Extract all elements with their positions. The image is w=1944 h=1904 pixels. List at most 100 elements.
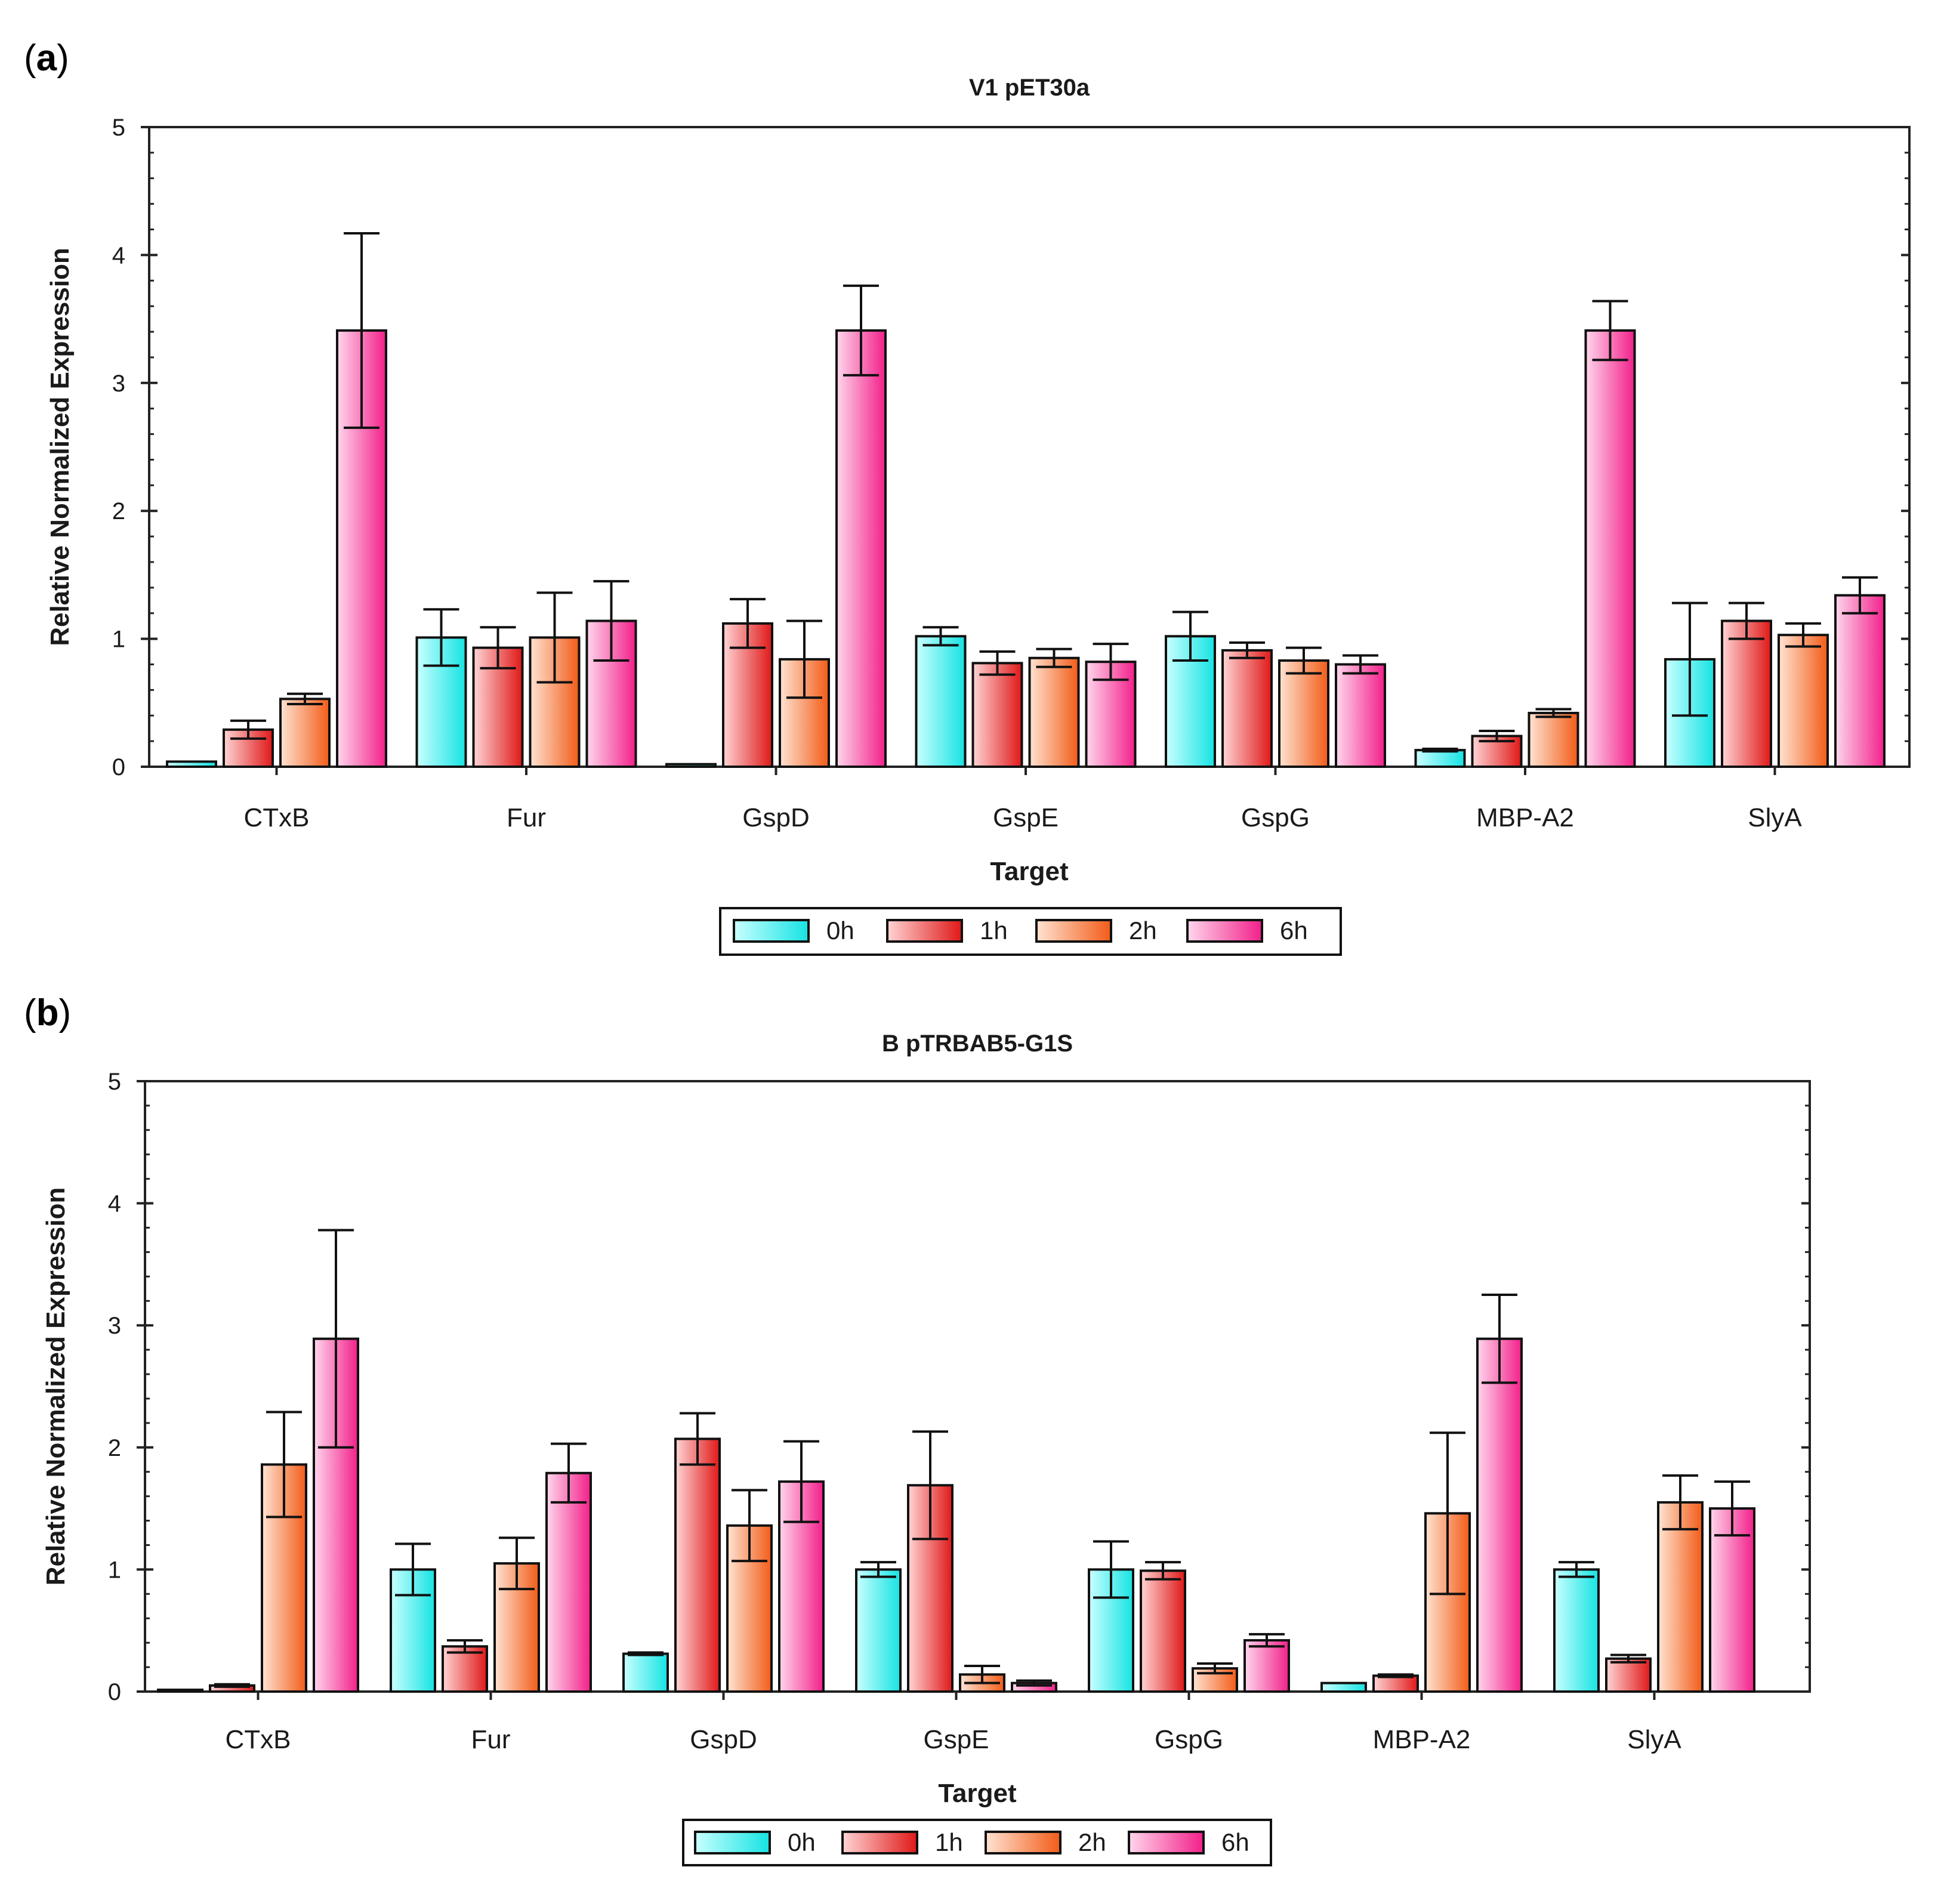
error-bar-mbp-a2-6h bbox=[1482, 1294, 1517, 1384]
bars bbox=[166, 232, 1886, 769]
bar-gspd-0h bbox=[622, 1652, 669, 1693]
bar-gspd-0h bbox=[665, 763, 717, 769]
legend-label-0h: 0h bbox=[788, 1828, 816, 1856]
legend-label-1h: 1h bbox=[935, 1828, 963, 1856]
legend-label-2h: 2h bbox=[1129, 916, 1157, 945]
legend-item-2h: 2h bbox=[1035, 916, 1157, 945]
bar-gspg-6h bbox=[1243, 1639, 1290, 1693]
error-bar-ctxb-6h bbox=[344, 232, 379, 429]
error-bar-gspe-1h bbox=[912, 1430, 948, 1541]
error-bar-gspd-0h bbox=[628, 1651, 664, 1656]
panel-b: (b) B pTRBAB5-G1S 0 1 2 3 4 5 Relative Normalize… bbox=[24, 992, 1811, 1866]
panel-letter-close-paren: ) bbox=[57, 38, 69, 79]
y-tick-label: 5 bbox=[108, 1069, 121, 1095]
category-label-gspg: GspG bbox=[1241, 803, 1310, 832]
bars bbox=[157, 1229, 1755, 1693]
error-bar-slya-1h bbox=[1729, 601, 1764, 640]
bar-ctxb-0h bbox=[157, 1689, 203, 1693]
legend-label-6h: 6h bbox=[1221, 1828, 1249, 1856]
bar-mbp-a2-0h bbox=[1414, 749, 1466, 769]
legend-label-1h: 1h bbox=[980, 916, 1008, 945]
error-bar-fur-0h bbox=[423, 608, 459, 667]
bar-slya-2h bbox=[1657, 1501, 1704, 1693]
category-label-ctxb: CTxB bbox=[244, 803, 310, 832]
panel-letter-close-paren: ) bbox=[59, 992, 72, 1033]
bar-gspd-6h bbox=[835, 329, 887, 768]
category-label-gspg: GspG bbox=[1155, 1725, 1223, 1754]
y-axis: 0 1 2 3 4 5 bbox=[108, 1069, 1810, 1705]
error-bar-fur-2h bbox=[499, 1536, 535, 1591]
error-bar-ctxb-6h bbox=[318, 1229, 354, 1449]
error-bar-gspe-0h bbox=[860, 1561, 896, 1578]
bar-ctxb-2h bbox=[279, 698, 331, 769]
chart-title: B pTRBAB5-G1S bbox=[882, 1030, 1073, 1057]
legend-swatch-0h bbox=[733, 919, 810, 943]
bar-fur-1h bbox=[442, 1645, 488, 1693]
error-bar-gspe-2h bbox=[964, 1665, 1000, 1684]
legend-label-0h: 0h bbox=[826, 916, 854, 945]
legend-item-6h: 6h bbox=[1128, 1828, 1249, 1856]
bar-mbp-a2-2h bbox=[1528, 711, 1579, 769]
legend-swatch-1h bbox=[841, 1831, 918, 1854]
panel-letter: (b) bbox=[24, 992, 71, 1033]
error-bar-ctxb-2h bbox=[266, 1411, 302, 1519]
error-bar-fur-2h bbox=[536, 591, 573, 684]
legend-item-1h: 1h bbox=[886, 916, 1008, 945]
y-axis-label: Relative Normalized Expression bbox=[45, 248, 75, 646]
y-tick-label: 1 bbox=[108, 1557, 121, 1583]
bar-gspg-2h bbox=[1278, 659, 1329, 768]
y-tick-label: 3 bbox=[112, 371, 125, 397]
error-bar-ctxb-2h bbox=[287, 692, 323, 705]
legend-item-1h: 1h bbox=[841, 1828, 963, 1856]
bar-slya-6h bbox=[1834, 594, 1886, 768]
error-bar-gspe-0h bbox=[922, 626, 959, 647]
y-tick-label: 4 bbox=[108, 1191, 121, 1217]
y-tick-label: 0 bbox=[108, 1679, 121, 1705]
x-axis-label: Target bbox=[990, 857, 1069, 886]
bar-fur-6h bbox=[545, 1471, 592, 1693]
legend-item-0h: 0h bbox=[694, 1828, 816, 1856]
category-label-slya: SlyA bbox=[1748, 803, 1802, 832]
y-tick-label: 2 bbox=[108, 1435, 121, 1461]
error-bar-fur-6h bbox=[551, 1442, 587, 1504]
error-bar-slya-2h bbox=[1662, 1474, 1698, 1530]
legend-swatch-6h bbox=[1128, 1831, 1205, 1854]
bar-slya-0h bbox=[1553, 1568, 1600, 1693]
category-label-gspd: GspD bbox=[742, 803, 809, 832]
legend-swatch-6h bbox=[1186, 919, 1263, 943]
error-bar-ctxb-1h bbox=[230, 719, 266, 740]
y-tick-label: 1 bbox=[112, 627, 125, 653]
category-label-fur: Fur bbox=[507, 803, 546, 832]
bar-mbp-a2-6h bbox=[1476, 1337, 1523, 1693]
error-bar-slya-6h bbox=[1842, 576, 1878, 615]
error-bar-slya-2h bbox=[1785, 622, 1821, 648]
bar-gspe-2h bbox=[1028, 656, 1080, 769]
error-bar-slya-0h bbox=[1559, 1561, 1594, 1578]
category-label-gspe: GspE bbox=[993, 803, 1059, 832]
error-bar-gspd-1h bbox=[680, 1412, 715, 1466]
error-bar-ctxb-1h bbox=[214, 1683, 250, 1688]
legend-swatch-2h bbox=[985, 1831, 1062, 1854]
error-bar-mbp-a2-1h bbox=[1378, 1673, 1414, 1678]
legend-swatch-1h bbox=[886, 919, 963, 943]
legend-label-6h: 6h bbox=[1280, 916, 1308, 945]
error-bar-mbp-a2-1h bbox=[1479, 729, 1515, 743]
bar-gspd-1h bbox=[674, 1437, 721, 1693]
error-bar-gspe-6h bbox=[1093, 643, 1129, 681]
error-bar-gspg-2h bbox=[1286, 646, 1322, 675]
error-bar-mbp-a2-2h bbox=[1430, 1431, 1465, 1596]
error-bar-gspg-0h bbox=[1172, 610, 1208, 662]
bar-slya-1h bbox=[1721, 619, 1772, 768]
legend-swatch-0h bbox=[694, 1831, 771, 1854]
y-axis: 0 1 2 3 4 5 bbox=[112, 115, 1909, 780]
error-bar-gspg-6h bbox=[1343, 654, 1378, 675]
bar-gspe-0h bbox=[855, 1568, 902, 1693]
x-axis-label: Target bbox=[938, 1779, 1017, 1808]
y-tick-label: 3 bbox=[108, 1313, 121, 1339]
panel-letter-char: a bbox=[36, 38, 57, 79]
error-bar-gspg-2h bbox=[1197, 1662, 1233, 1675]
error-bar-gspd-2h bbox=[786, 619, 822, 699]
category-label-mbp-a2: MBP-A2 bbox=[1373, 1725, 1471, 1754]
bar-ctxb-0h bbox=[166, 760, 217, 768]
